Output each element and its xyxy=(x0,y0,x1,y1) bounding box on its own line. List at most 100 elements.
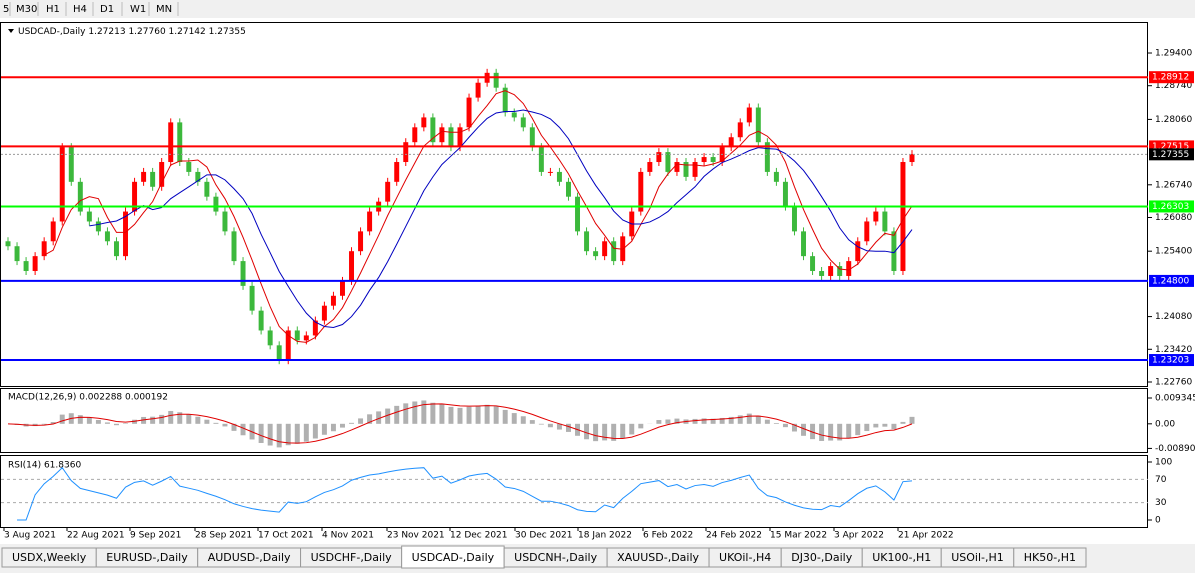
timeframe-button[interactable]: W1 xyxy=(130,4,146,15)
tab[interactable]: USDCNH-,Daily xyxy=(503,547,608,568)
rsi-tick-label: 70 xyxy=(1155,475,1167,485)
macd-bar xyxy=(186,414,192,424)
rsi-pane xyxy=(0,455,1148,528)
macd-bar xyxy=(376,411,382,424)
tab-label[interactable]: USDX,Weekly xyxy=(12,551,87,564)
candle xyxy=(909,154,915,163)
tab-label[interactable]: AUDUSD-,Daily xyxy=(208,551,291,564)
chart-header: USDCAD-,Daily 1.27213 1.27760 1.27142 1.… xyxy=(18,27,246,37)
tab-label[interactable]: DJ30-,Daily xyxy=(791,551,853,564)
candle xyxy=(529,127,535,148)
tab[interactable]: USDX,Weekly xyxy=(1,547,97,568)
date-label: 12 Dec 2021 xyxy=(450,531,508,541)
macd-bar xyxy=(692,418,698,424)
tab[interactable]: DJ30-,Daily xyxy=(780,547,863,568)
timeframe-button[interactable]: H1 xyxy=(46,4,60,15)
macd-bar xyxy=(276,423,282,448)
candle xyxy=(50,221,56,242)
macd-bar xyxy=(565,423,571,432)
tab[interactable]: UKOil-,H4 xyxy=(708,547,782,568)
date-label: 3 Apr 2022 xyxy=(834,531,884,541)
main-pane xyxy=(0,22,1148,387)
tab-label[interactable]: UKOil-,H4 xyxy=(719,551,771,564)
macd-tick-label: 0.009345 xyxy=(1155,393,1195,403)
candle xyxy=(665,152,671,172)
macd-bar xyxy=(195,416,201,424)
macd-label: MACD(12,26,9) 0.002288 0.000192 xyxy=(8,393,168,403)
macd-bar xyxy=(801,423,807,436)
tab-label[interactable]: UK100-,H1 xyxy=(872,551,931,564)
macd-bar xyxy=(909,416,915,424)
macd-bar xyxy=(502,409,508,424)
tab[interactable]: XAUUSD-,Daily xyxy=(606,547,710,568)
tab-label[interactable]: USDCNH-,Daily xyxy=(514,551,597,564)
macd-bar xyxy=(737,415,743,424)
macd-bar xyxy=(773,423,779,424)
macd-bar xyxy=(701,418,707,424)
price-tick-label: 1.22760 xyxy=(1155,377,1192,387)
macd-bar xyxy=(77,415,83,424)
candle xyxy=(556,171,562,182)
candle xyxy=(602,241,608,257)
timeframe-button[interactable]: MN xyxy=(156,4,172,15)
timeframe-button[interactable]: M30 xyxy=(16,4,37,15)
tab[interactable]: UK100-,H1 xyxy=(861,547,942,568)
timeframe-button[interactable]: 5 xyxy=(3,4,9,15)
candle xyxy=(746,107,752,123)
tab-label[interactable]: EURUSD-,Daily xyxy=(106,551,188,564)
macd-bar xyxy=(177,412,183,424)
tab-label[interactable]: HK50-,H1 xyxy=(1024,551,1076,564)
candle xyxy=(493,72,499,88)
level-label: 1.27515 xyxy=(1152,142,1189,152)
tab[interactable]: HK50-,H1 xyxy=(1013,547,1087,568)
macd-bar xyxy=(864,423,870,432)
macd-bar xyxy=(547,423,553,428)
candle xyxy=(141,171,147,182)
candle xyxy=(294,330,300,341)
macd-bar xyxy=(764,419,770,424)
timeframe-button[interactable]: D1 xyxy=(100,4,114,15)
macd-bar xyxy=(231,423,237,431)
candle xyxy=(159,162,165,187)
macd-bar xyxy=(41,423,47,425)
timeframe-button[interactable]: H4 xyxy=(73,4,87,15)
candle xyxy=(186,162,192,172)
tab[interactable]: USDCHF-,Daily xyxy=(300,547,403,568)
tab[interactable]: AUDUSD-,Daily xyxy=(197,547,302,568)
tab[interactable]: EURUSD-,Daily xyxy=(95,547,199,568)
candle xyxy=(882,211,888,232)
tab-label[interactable]: USDCHF-,Daily xyxy=(311,551,393,564)
macd-bar xyxy=(168,410,174,424)
price-tick-label: 1.29400 xyxy=(1155,49,1192,59)
candle xyxy=(801,231,807,257)
tab[interactable]: USOil-,H1 xyxy=(940,547,1015,568)
candle xyxy=(132,181,138,212)
macd-bar xyxy=(882,423,888,427)
price-tick-label: 1.26080 xyxy=(1155,213,1192,223)
tab-label[interactable]: XAUUSD-,Daily xyxy=(617,551,699,564)
tab[interactable]: USDCAD-,Daily xyxy=(401,545,505,569)
macd-bar xyxy=(339,423,345,428)
macd-bar xyxy=(430,402,436,424)
macd-bar xyxy=(50,422,56,424)
date-label: 3 Aug 2021 xyxy=(4,531,56,541)
tab-label[interactable]: USOil-,H1 xyxy=(951,551,1004,564)
macd-bar xyxy=(656,420,662,424)
candle xyxy=(249,285,255,311)
macd-bar xyxy=(746,413,752,424)
date-label: 9 Sep 2021 xyxy=(130,531,181,541)
date-label: 18 Jan 2022 xyxy=(578,531,632,541)
macd-bar xyxy=(891,423,897,430)
rsi-tick-label: 100 xyxy=(1155,458,1172,468)
candle xyxy=(14,246,20,262)
macd-bar xyxy=(873,423,879,428)
candle xyxy=(113,241,119,257)
candle xyxy=(222,211,228,232)
candle xyxy=(466,97,472,128)
tab-label[interactable]: USDCAD-,Daily xyxy=(412,551,495,564)
candle xyxy=(502,87,508,113)
candle xyxy=(656,152,662,163)
current-price-label: 1.27355 xyxy=(1152,150,1189,160)
rsi-label: RSI(14) 61.8360 xyxy=(8,461,81,471)
